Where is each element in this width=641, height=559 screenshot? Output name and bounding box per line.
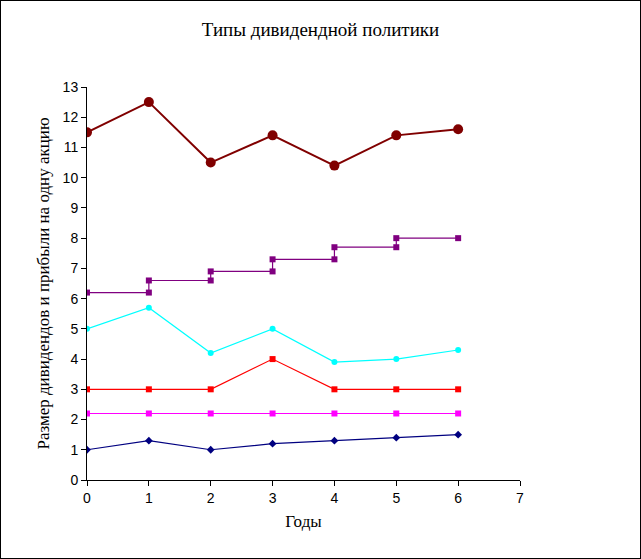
svg-text:7: 7 <box>70 260 78 276</box>
svg-text:1: 1 <box>70 442 78 458</box>
svg-text:0: 0 <box>70 472 78 488</box>
svg-text:0: 0 <box>83 490 91 506</box>
svg-text:5: 5 <box>392 490 400 506</box>
svg-text:5: 5 <box>70 321 78 337</box>
svg-text:7: 7 <box>516 490 524 506</box>
svg-text:2: 2 <box>207 490 215 506</box>
svg-text:3: 3 <box>269 490 277 506</box>
svg-text:11: 11 <box>64 139 79 155</box>
svg-text:9: 9 <box>70 200 78 216</box>
svg-text:Годы: Годы <box>285 512 322 531</box>
svg-text:13: 13 <box>63 79 79 95</box>
svg-text:4: 4 <box>331 490 339 506</box>
svg-text:3: 3 <box>70 381 78 397</box>
svg-text:8: 8 <box>70 230 78 246</box>
svg-text:6: 6 <box>70 291 78 307</box>
svg-text:4: 4 <box>70 351 78 367</box>
svg-text:2: 2 <box>70 411 78 427</box>
svg-text:Размер дивидендов и прибыли на: Размер дивидендов и прибыли на одну акци… <box>34 117 53 449</box>
svg-text:10: 10 <box>63 170 79 186</box>
svg-text:6: 6 <box>454 490 462 506</box>
svg-text:12: 12 <box>63 109 79 125</box>
svg-text:Типы дивидендной политики: Типы дивидендной политики <box>202 19 439 40</box>
svg-text:1: 1 <box>145 490 153 506</box>
